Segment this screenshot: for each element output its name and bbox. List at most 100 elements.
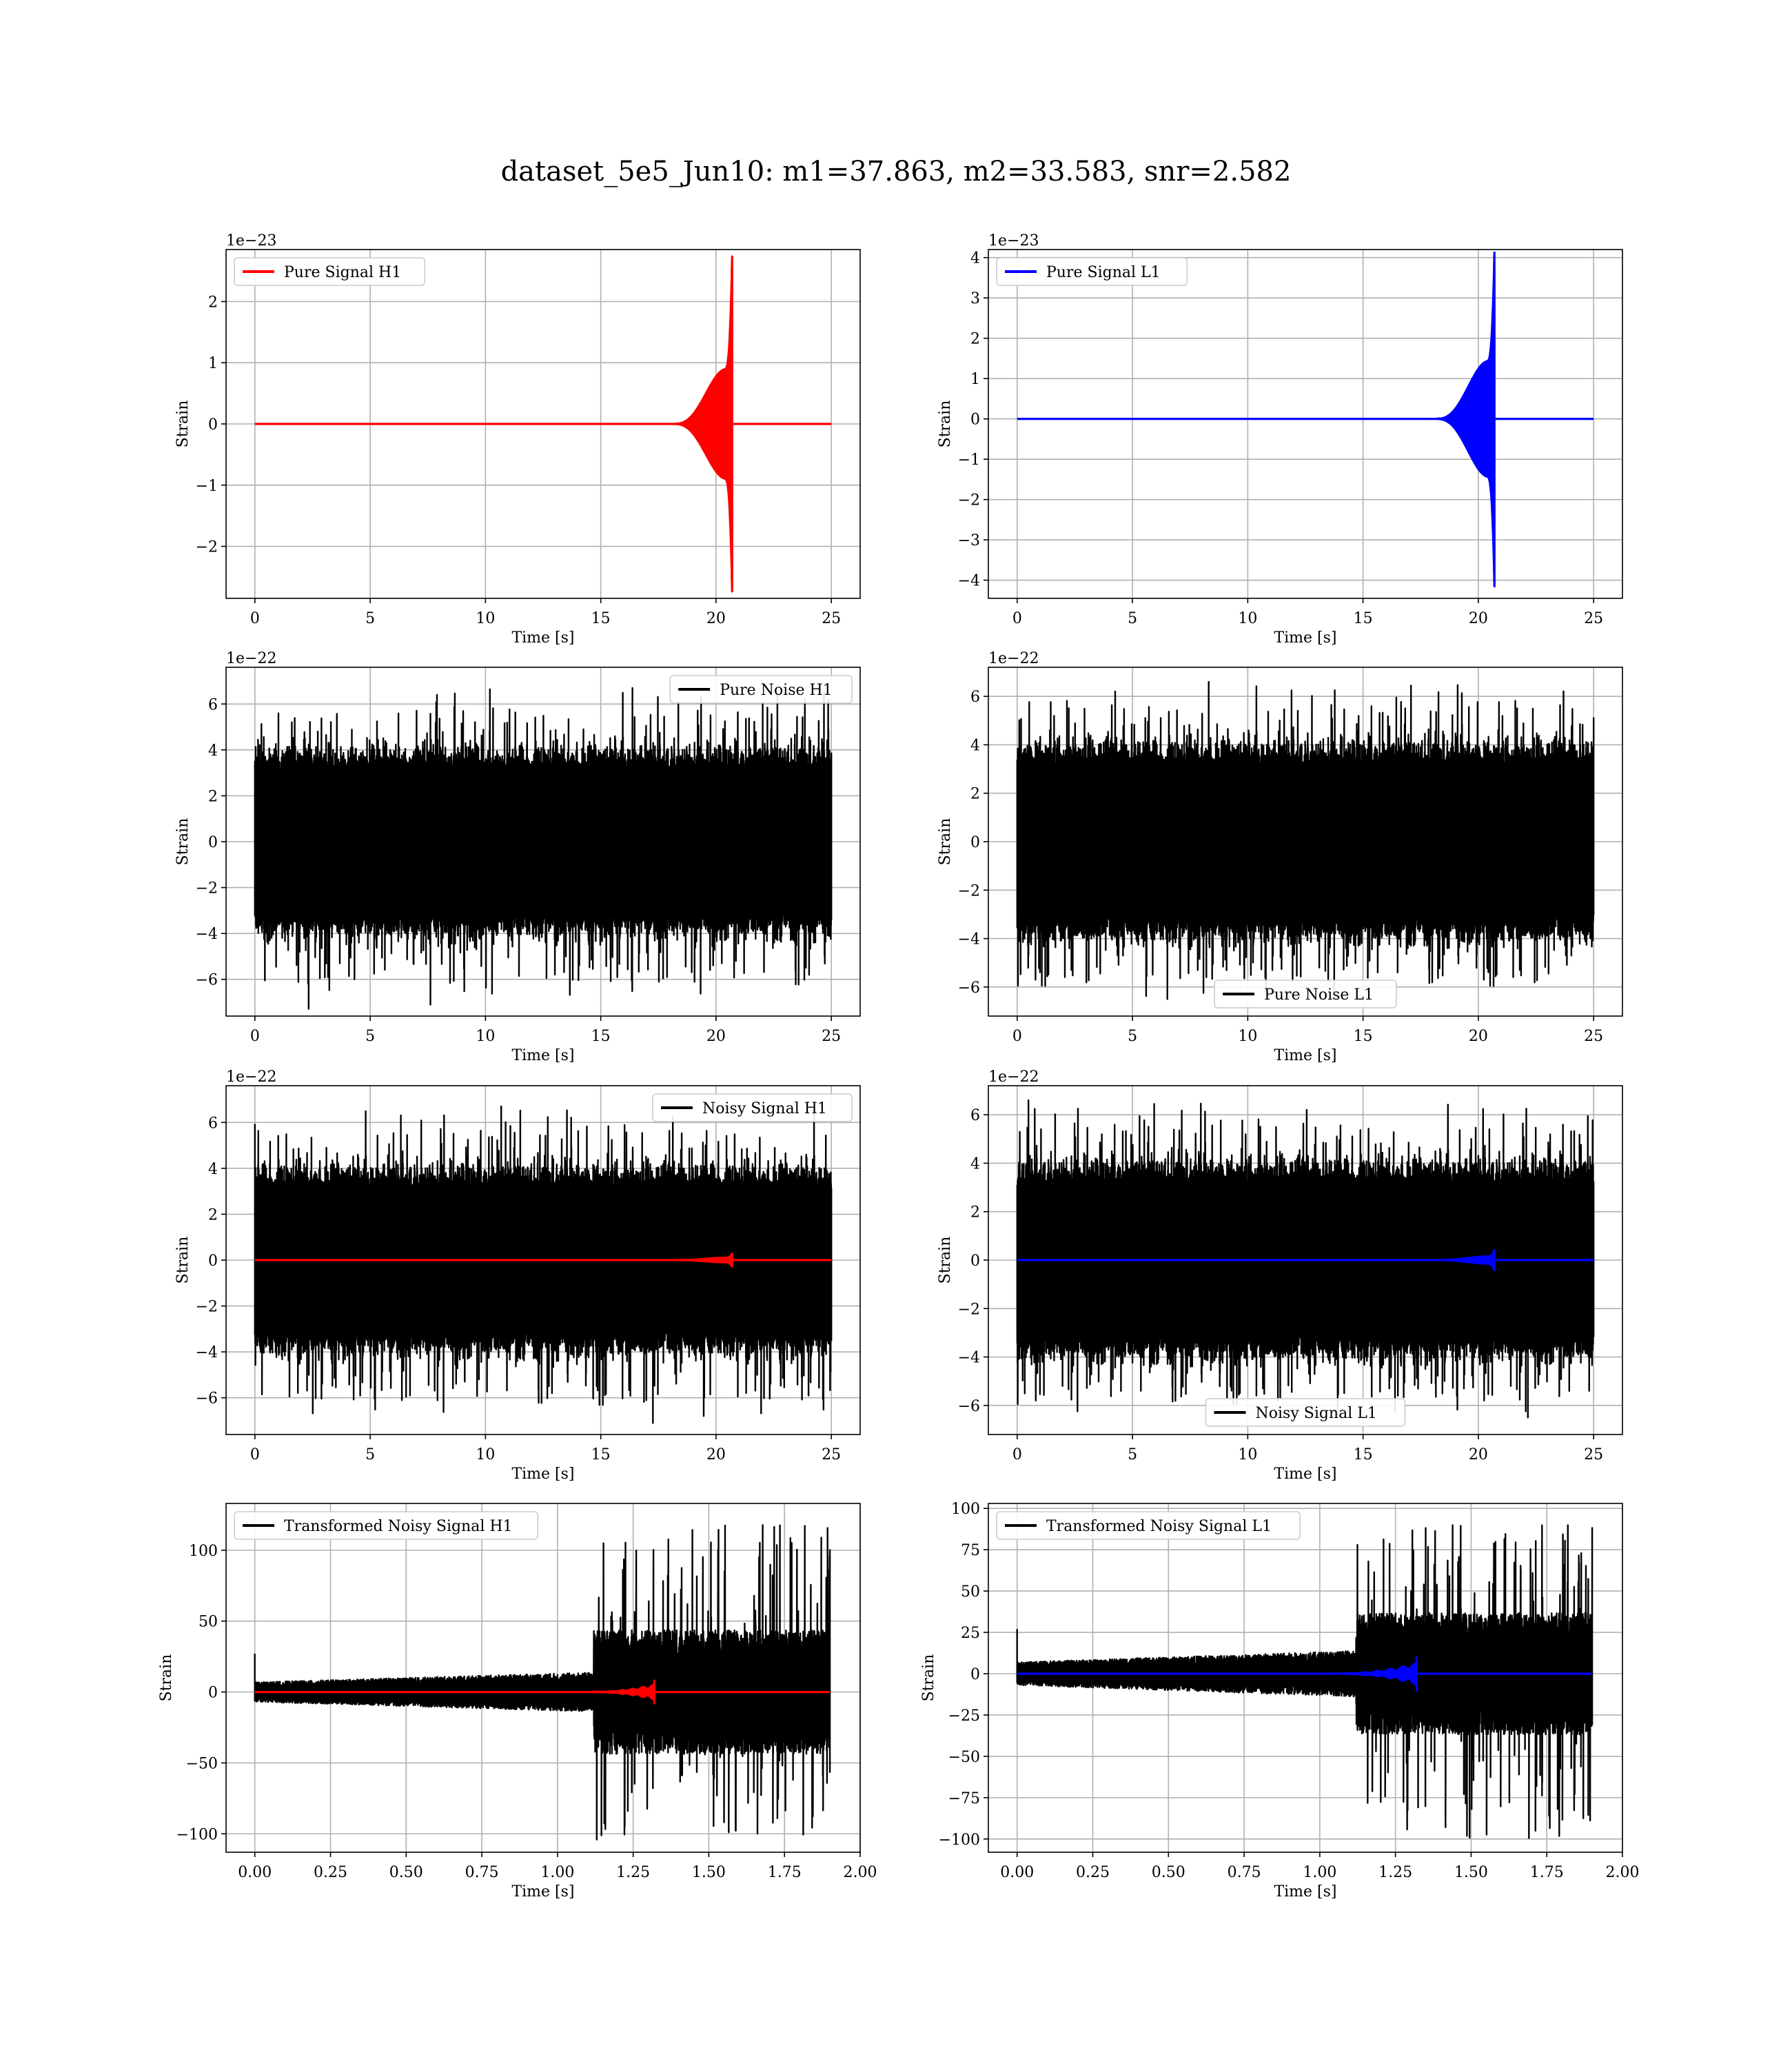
axis-offset-text: 1e−22 xyxy=(226,1068,276,1086)
legend: Transformed Noisy Signal H1 xyxy=(234,1511,539,1540)
y-tick-label: 100 xyxy=(189,1543,218,1560)
legend-box xyxy=(1205,1398,1406,1427)
y-axis-label: Strain xyxy=(937,401,954,448)
axis-offset-text: 1e−22 xyxy=(988,1068,1039,1086)
y-tick-label: −4 xyxy=(196,926,218,943)
x-tick-label: 0.00 xyxy=(238,1864,272,1881)
chart-panel-noisy-signal-l1: 0 5 10 15 20 25 −6 −4 −2 0 2 4 6 Time [s] Strain 1e−22 N… xyxy=(937,1068,1623,1483)
y-tick-label: 6 xyxy=(208,1115,218,1132)
y-tick-label: 0 xyxy=(970,834,980,851)
x-tick-label: 1.50 xyxy=(692,1864,726,1881)
y-tick-label: 25 xyxy=(961,1625,980,1642)
y-axis-label: Strain xyxy=(174,401,192,448)
legend-box xyxy=(652,1093,853,1122)
series-line-chirp-1 xyxy=(1017,1248,1594,1272)
figure-title: dataset_5e5_Jun10: m1=37.863, m2=33.583,… xyxy=(500,156,1292,187)
x-axis-label: Time [s] xyxy=(1274,629,1336,647)
y-tick-label: 4 xyxy=(970,250,980,267)
legend: Pure Signal H1 xyxy=(234,257,426,286)
x-axis-label: Time [s] xyxy=(1274,1466,1336,1483)
legend-label: Pure Signal H1 xyxy=(284,264,401,281)
y-tick-label: 0 xyxy=(208,416,218,434)
axes-frame xyxy=(225,1503,861,1853)
y-tick-label: −4 xyxy=(958,1350,980,1367)
legend-box xyxy=(234,1511,539,1540)
chart-panel-pure-signal-l1: 0 5 10 15 20 25 −4 −3 −2 −1 0 1 2 3 4 Time [s] Strain 1e−… xyxy=(937,232,1623,647)
x-tick-label: 0 xyxy=(1012,1028,1022,1045)
y-tick-label: −75 xyxy=(948,1790,980,1807)
x-axis-label: Time [s] xyxy=(1274,1883,1336,1900)
x-tick-label: 5 xyxy=(365,610,375,627)
x-tick-label: 2.00 xyxy=(1606,1864,1640,1881)
x-tick-label: 0.25 xyxy=(314,1864,347,1881)
y-tick-label: 0 xyxy=(208,834,218,851)
y-tick-label: −6 xyxy=(958,980,980,997)
x-tick-label: 0.25 xyxy=(1076,1864,1110,1881)
series-line-pure-signal-h1 xyxy=(254,255,832,593)
legend: Transformed Noisy Signal L1 xyxy=(996,1511,1301,1540)
x-tick-label: 20 xyxy=(1469,1028,1488,1045)
legend-label: Noisy Signal H1 xyxy=(702,1100,827,1117)
y-tick-label: −2 xyxy=(958,1301,980,1318)
legend: Pure Noise H1 xyxy=(669,675,853,704)
legend-box xyxy=(669,675,853,704)
axes-frame xyxy=(988,249,1623,599)
y-tick-label: −1 xyxy=(958,452,980,469)
y-tick-label: 0 xyxy=(208,1685,218,1702)
x-tick-label: 10 xyxy=(476,610,495,627)
x-tick-label: 10 xyxy=(1238,1446,1257,1463)
legend: Noisy Signal L1 xyxy=(1205,1398,1406,1427)
axis-offset-text: 1e−22 xyxy=(988,650,1039,667)
y-tick-label: 100 xyxy=(951,1501,980,1518)
axis-offset-text: 1e−23 xyxy=(226,232,276,250)
x-tick-label: 2.00 xyxy=(844,1864,877,1881)
x-tick-label: 15 xyxy=(591,610,611,627)
series-line-pure-signal-l1 xyxy=(1017,251,1594,588)
legend-box xyxy=(234,257,426,286)
x-tick-label: 20 xyxy=(706,1028,726,1045)
x-tick-label: 15 xyxy=(591,1446,611,1463)
legend-label: Pure Noise L1 xyxy=(1264,986,1374,1004)
x-tick-label: 20 xyxy=(706,1446,726,1463)
legend: Pure Noise L1 xyxy=(1214,980,1397,1008)
x-tick-label: 0.75 xyxy=(1228,1864,1261,1881)
y-tick-label: −50 xyxy=(948,1749,980,1766)
x-tick-label: 25 xyxy=(1584,610,1603,627)
x-tick-label: 5 xyxy=(1128,1028,1137,1045)
y-axis-label: Strain xyxy=(174,1237,192,1284)
x-tick-label: 10 xyxy=(476,1446,495,1463)
y-tick-label: 2 xyxy=(208,1206,218,1224)
plot-area xyxy=(1016,680,1595,1000)
plot-area xyxy=(254,255,832,593)
y-tick-label: 2 xyxy=(970,1204,980,1221)
x-tick-label: 25 xyxy=(822,1028,841,1045)
y-tick-label: −2 xyxy=(196,1299,218,1316)
chart-panel-noisy-signal-h1: 0 5 10 15 20 25 −6 −4 −2 0 2 4 6 Time [s] Strain 1e−22 N… xyxy=(174,1068,861,1483)
legend-label: Transformed Noisy Signal H1 xyxy=(284,1518,513,1535)
x-tick-label: 10 xyxy=(476,1028,495,1045)
x-axis-label: Time [s] xyxy=(511,1466,574,1483)
plot-area xyxy=(1016,1099,1595,1419)
plot-area xyxy=(254,1524,831,1841)
x-tick-label: 0 xyxy=(1012,1446,1022,1463)
x-tick-label: 0.00 xyxy=(1000,1864,1034,1881)
series-line-chirp-1 xyxy=(254,1679,831,1705)
y-tick-label: 3 xyxy=(970,290,980,307)
legend-label: Noisy Signal L1 xyxy=(1256,1405,1377,1422)
y-tick-label: 50 xyxy=(198,1614,218,1631)
x-tick-label: 1.50 xyxy=(1454,1864,1488,1881)
axes-frame xyxy=(988,1503,1623,1853)
y-tick-label: 2 xyxy=(970,331,980,348)
y-axis-label: Strain xyxy=(158,1654,175,1702)
x-tick-label: 20 xyxy=(1469,610,1488,627)
x-tick-label: 0 xyxy=(250,610,260,627)
y-axis-label: Strain xyxy=(920,1654,937,1702)
y-tick-label: −6 xyxy=(196,1390,218,1408)
y-tick-label: −6 xyxy=(196,972,218,989)
series-line-pure-noise-l1 xyxy=(1016,680,1595,1000)
legend-box xyxy=(1214,980,1397,1008)
x-tick-label: 15 xyxy=(1354,1028,1373,1045)
y-tick-label: 50 xyxy=(961,1583,980,1601)
y-tick-label: −4 xyxy=(958,931,980,949)
y-tick-label: −2 xyxy=(958,882,980,900)
